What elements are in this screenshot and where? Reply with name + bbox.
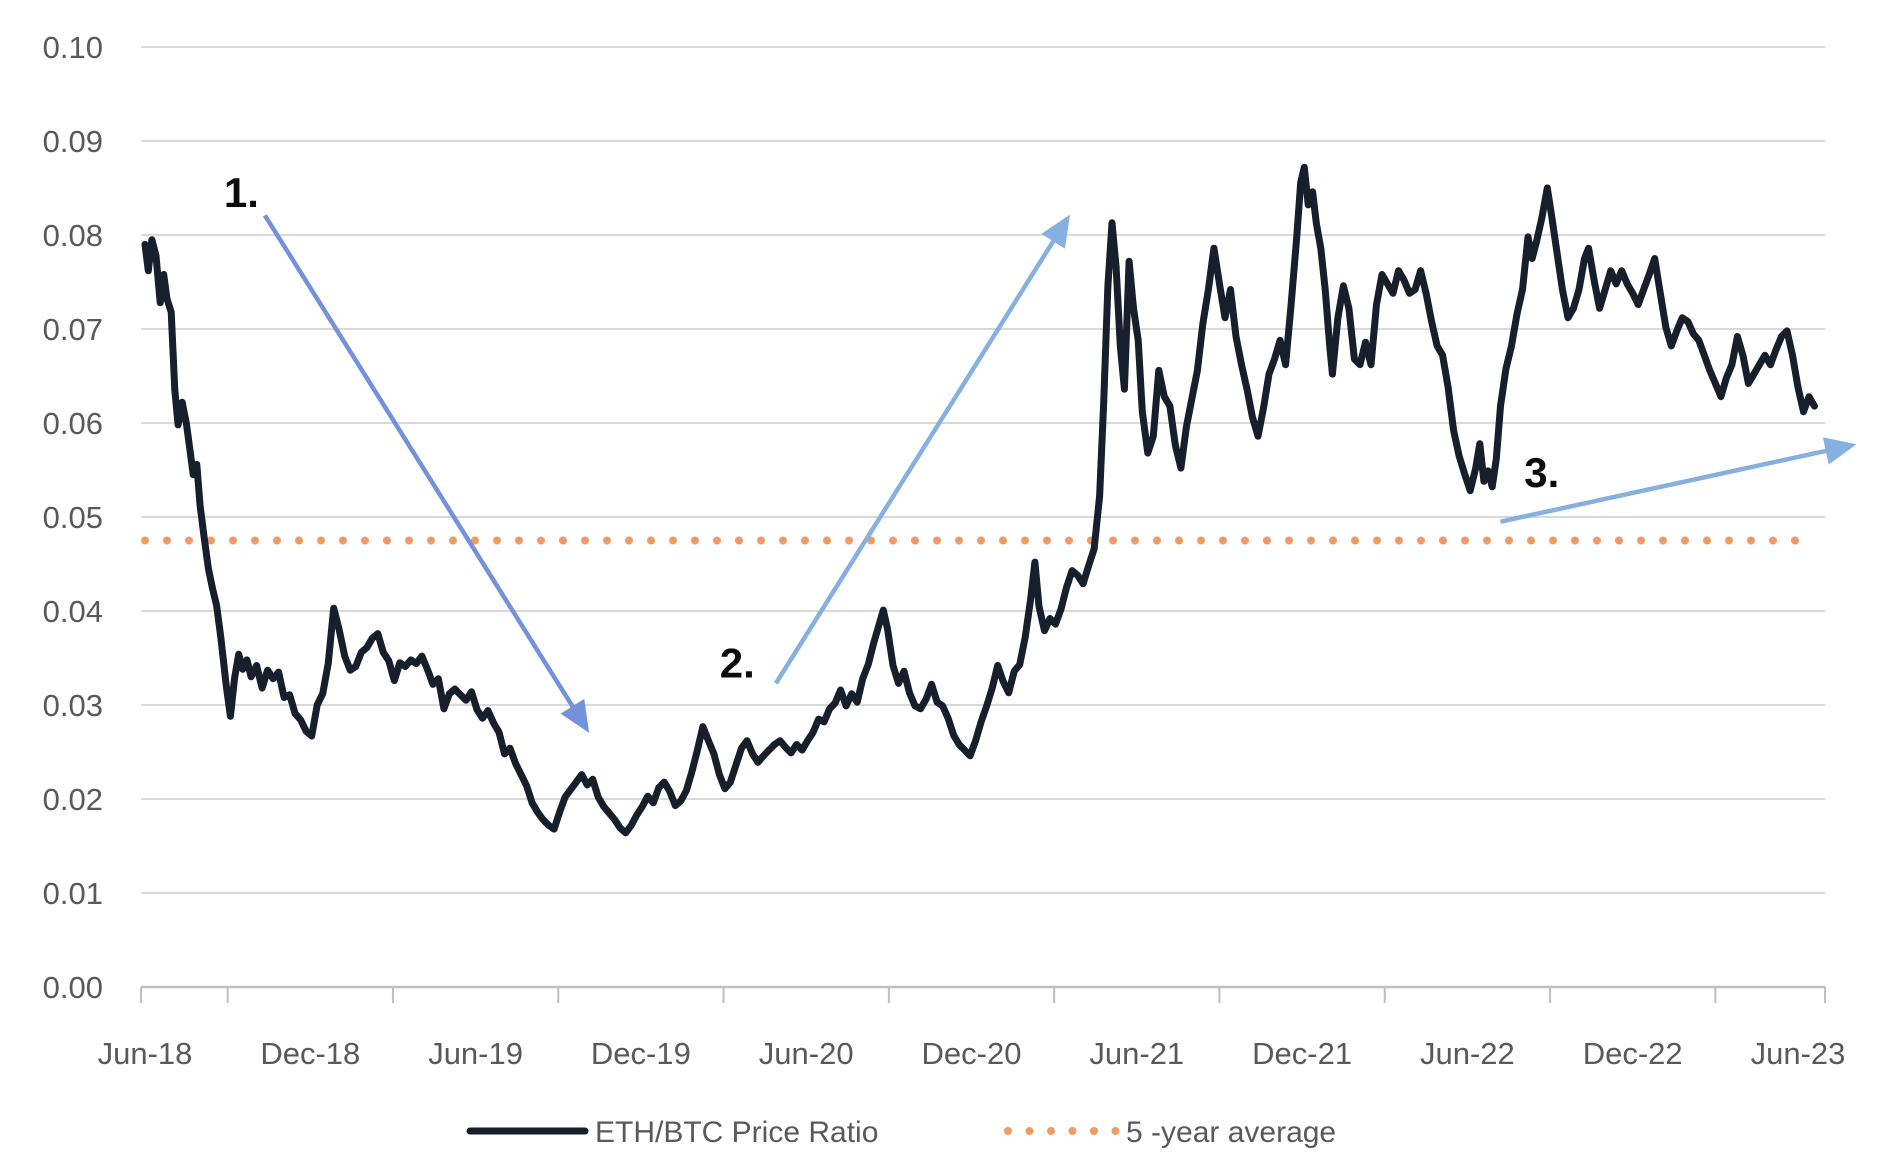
annotation-arrow-2 <box>773 214 1070 685</box>
eth-btc-price-line <box>141 163 1818 837</box>
y-tick-label: 0.09 <box>43 124 103 159</box>
x-tick-label: Dec-18 <box>260 1036 360 1071</box>
x-tick-label: Dec-21 <box>1252 1036 1352 1071</box>
annotations: 1. 2. 3. <box>224 169 1857 733</box>
x-tick-label: Jun-21 <box>1089 1036 1184 1071</box>
legend-average-label: 5 -year average <box>1126 1116 1336 1149</box>
x-tick-label: Jun-18 <box>98 1036 193 1071</box>
y-tick-label: 0.01 <box>43 876 103 911</box>
x-tick-label: Jun-20 <box>759 1036 854 1071</box>
eth-btc-price-series <box>141 163 1818 837</box>
annotation-label-1: 1. <box>224 169 259 216</box>
y-tick-label: 0.03 <box>43 688 103 723</box>
y-tick-label: 0.10 <box>43 30 103 65</box>
y-tick-label: 0.00 <box>43 970 103 1005</box>
y-axis: 0.00 0.01 0.02 0.03 0.04 0.05 0.06 0.07 0.08 0.09… <box>43 30 103 1005</box>
x-tick-label: Jun-23 <box>1751 1036 1846 1071</box>
x-axis: Jun-18 Dec-18 Jun-19 Dec-19 Jun-20 Dec-20 Jun-… <box>98 987 1846 1071</box>
x-tick-label: Dec-22 <box>1583 1036 1683 1071</box>
annotation-arrow-1 <box>262 214 590 733</box>
y-tick-label: 0.06 <box>43 406 103 441</box>
legend: ETH/BTC Price Ratio 5 -year average <box>466 1116 1336 1149</box>
gridlines <box>141 46 1825 989</box>
annotation-label-2: 2. <box>720 640 755 687</box>
annotation-label-3: 3. <box>1524 449 1559 496</box>
y-tick-label: 0.02 <box>43 782 103 817</box>
y-tick-label: 0.05 <box>43 500 103 535</box>
y-tick-label: 0.07 <box>43 312 103 347</box>
x-tick-label: Jun-19 <box>428 1036 523 1071</box>
x-tick-label: Dec-20 <box>922 1036 1022 1071</box>
y-tick-label: 0.08 <box>43 218 103 253</box>
legend-series-label: ETH/BTC Price Ratio <box>595 1116 878 1149</box>
x-tick-label: Jun-22 <box>1420 1036 1515 1071</box>
y-tick-label: 0.04 <box>43 594 103 629</box>
x-tick-label: Dec-19 <box>591 1036 691 1071</box>
annotation-arrow-3 <box>1499 437 1857 524</box>
